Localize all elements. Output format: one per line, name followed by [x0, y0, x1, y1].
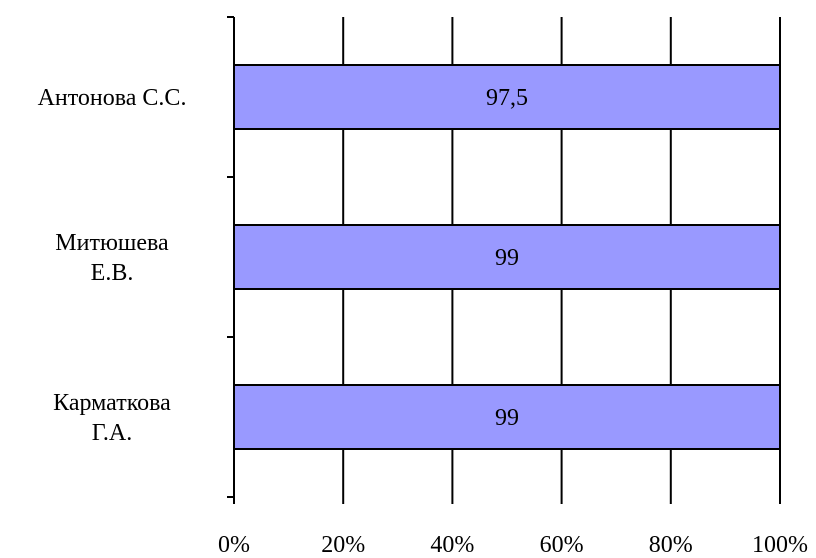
x-tick-label: 60% — [540, 532, 584, 558]
data-label: 97,5 — [486, 85, 528, 111]
x-tick-label: 0% — [218, 532, 250, 558]
category-label-line: Митюшева — [55, 230, 169, 256]
x-tick-label: 80% — [649, 532, 693, 558]
category-label: Карматкова Г.А. — [53, 390, 171, 446]
x-tick-label: 100% — [752, 532, 808, 558]
x-tick-label: 40% — [430, 532, 474, 558]
category-label: Митюшева Е.В. — [55, 230, 169, 286]
labels: 0% 20% 40% 60% 80% 100% 97,5 Антонова С.С. 99 Мит… — [38, 85, 808, 558]
category-label-line: Карматкова — [53, 390, 171, 416]
category-label-line: Антонова С.С. — [38, 85, 187, 111]
data-label: 99 — [495, 405, 519, 431]
category-label: Антонова С.С. — [38, 85, 187, 111]
x-tick-label: 20% — [321, 532, 365, 558]
data-label: 99 — [495, 245, 519, 271]
category-label-line: Г.А. — [92, 420, 133, 446]
bar — [233, 384, 781, 450]
axes — [227, 16, 781, 504]
bar — [233, 64, 781, 130]
category-label-line: Е.В. — [91, 260, 134, 286]
